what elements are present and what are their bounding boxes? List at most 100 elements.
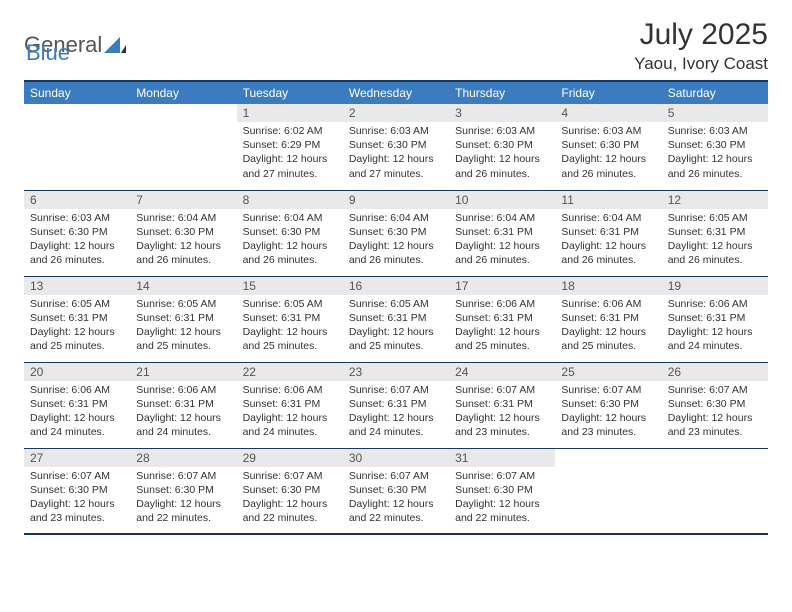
month-title: July 2025 <box>634 18 768 52</box>
calendar-cell: 25Sunrise: 6:07 AMSunset: 6:30 PMDayligh… <box>555 362 661 448</box>
calendar-cell: 23Sunrise: 6:07 AMSunset: 6:31 PMDayligh… <box>343 362 449 448</box>
weekday-header: Sunday <box>24 81 130 104</box>
weekday-header: Saturday <box>662 81 768 104</box>
day-content: Sunrise: 6:05 AMSunset: 6:31 PMDaylight:… <box>237 295 343 360</box>
day-number: 2 <box>343 104 449 122</box>
calendar-cell: . <box>662 448 768 534</box>
day-content: Sunrise: 6:04 AMSunset: 6:31 PMDaylight:… <box>555 209 661 274</box>
calendar-cell: 17Sunrise: 6:06 AMSunset: 6:31 PMDayligh… <box>449 276 555 362</box>
calendar-row: 6Sunrise: 6:03 AMSunset: 6:30 PMDaylight… <box>24 190 768 276</box>
day-number: 12 <box>662 191 768 209</box>
calendar-row: 20Sunrise: 6:06 AMSunset: 6:31 PMDayligh… <box>24 362 768 448</box>
calendar-cell: 1Sunrise: 6:02 AMSunset: 6:29 PMDaylight… <box>237 104 343 190</box>
calendar-cell: 20Sunrise: 6:06 AMSunset: 6:31 PMDayligh… <box>24 362 130 448</box>
day-content: Sunrise: 6:07 AMSunset: 6:30 PMDaylight:… <box>662 381 768 446</box>
calendar-cell: . <box>555 448 661 534</box>
location-label: Yaou, Ivory Coast <box>634 54 768 74</box>
day-content: Sunrise: 6:04 AMSunset: 6:31 PMDaylight:… <box>449 209 555 274</box>
day-number: 13 <box>24 277 130 295</box>
calendar-row: 27Sunrise: 6:07 AMSunset: 6:30 PMDayligh… <box>24 448 768 534</box>
calendar-cell: 27Sunrise: 6:07 AMSunset: 6:30 PMDayligh… <box>24 448 130 534</box>
day-number: 30 <box>343 449 449 467</box>
day-content: Sunrise: 6:07 AMSunset: 6:31 PMDaylight:… <box>343 381 449 446</box>
day-content: Sunrise: 6:06 AMSunset: 6:31 PMDaylight:… <box>662 295 768 360</box>
weekday-header: Wednesday <box>343 81 449 104</box>
day-content: Sunrise: 6:05 AMSunset: 6:31 PMDaylight:… <box>662 209 768 274</box>
calendar-cell: 26Sunrise: 6:07 AMSunset: 6:30 PMDayligh… <box>662 362 768 448</box>
calendar-cell: 10Sunrise: 6:04 AMSunset: 6:31 PMDayligh… <box>449 190 555 276</box>
calendar-row: ..1Sunrise: 6:02 AMSunset: 6:29 PMDaylig… <box>24 104 768 190</box>
calendar-cell: 24Sunrise: 6:07 AMSunset: 6:31 PMDayligh… <box>449 362 555 448</box>
calendar-cell: 22Sunrise: 6:06 AMSunset: 6:31 PMDayligh… <box>237 362 343 448</box>
day-number: 11 <box>555 191 661 209</box>
day-content: Sunrise: 6:07 AMSunset: 6:30 PMDaylight:… <box>555 381 661 446</box>
day-content: Sunrise: 6:03 AMSunset: 6:30 PMDaylight:… <box>555 122 661 187</box>
calendar-cell: 11Sunrise: 6:04 AMSunset: 6:31 PMDayligh… <box>555 190 661 276</box>
calendar-cell: 31Sunrise: 6:07 AMSunset: 6:30 PMDayligh… <box>449 448 555 534</box>
day-content: Sunrise: 6:05 AMSunset: 6:31 PMDaylight:… <box>130 295 236 360</box>
calendar-cell: 4Sunrise: 6:03 AMSunset: 6:30 PMDaylight… <box>555 104 661 190</box>
calendar-cell: 18Sunrise: 6:06 AMSunset: 6:31 PMDayligh… <box>555 276 661 362</box>
day-number: 16 <box>343 277 449 295</box>
day-number: 1 <box>237 104 343 122</box>
day-content: Sunrise: 6:03 AMSunset: 6:30 PMDaylight:… <box>343 122 449 187</box>
day-content: Sunrise: 6:05 AMSunset: 6:31 PMDaylight:… <box>343 295 449 360</box>
day-content: Sunrise: 6:03 AMSunset: 6:30 PMDaylight:… <box>449 122 555 187</box>
day-number: 25 <box>555 363 661 381</box>
day-number: 20 <box>24 363 130 381</box>
weekday-header-row: SundayMondayTuesdayWednesdayThursdayFrid… <box>24 81 768 104</box>
calendar-cell: 7Sunrise: 6:04 AMSunset: 6:30 PMDaylight… <box>130 190 236 276</box>
day-content: Sunrise: 6:04 AMSunset: 6:30 PMDaylight:… <box>130 209 236 274</box>
calendar-cell: 28Sunrise: 6:07 AMSunset: 6:30 PMDayligh… <box>130 448 236 534</box>
day-number: 28 <box>130 449 236 467</box>
day-number: 26 <box>662 363 768 381</box>
day-content: Sunrise: 6:07 AMSunset: 6:30 PMDaylight:… <box>24 467 130 532</box>
calendar-cell: 16Sunrise: 6:05 AMSunset: 6:31 PMDayligh… <box>343 276 449 362</box>
weekday-header: Tuesday <box>237 81 343 104</box>
day-number: 7 <box>130 191 236 209</box>
calendar-table: SundayMondayTuesdayWednesdayThursdayFrid… <box>24 80 768 535</box>
day-number: 14 <box>130 277 236 295</box>
weekday-header: Friday <box>555 81 661 104</box>
calendar-cell: 3Sunrise: 6:03 AMSunset: 6:30 PMDaylight… <box>449 104 555 190</box>
calendar-cell: . <box>130 104 236 190</box>
calendar-row: 13Sunrise: 6:05 AMSunset: 6:31 PMDayligh… <box>24 276 768 362</box>
day-number: 31 <box>449 449 555 467</box>
day-number: 18 <box>555 277 661 295</box>
calendar-cell: 13Sunrise: 6:05 AMSunset: 6:31 PMDayligh… <box>24 276 130 362</box>
calendar-cell: 6Sunrise: 6:03 AMSunset: 6:30 PMDaylight… <box>24 190 130 276</box>
calendar-cell: 15Sunrise: 6:05 AMSunset: 6:31 PMDayligh… <box>237 276 343 362</box>
brand-sail-icon <box>104 35 126 58</box>
day-content: Sunrise: 6:04 AMSunset: 6:30 PMDaylight:… <box>343 209 449 274</box>
calendar-cell: 29Sunrise: 6:07 AMSunset: 6:30 PMDayligh… <box>237 448 343 534</box>
day-content: Sunrise: 6:06 AMSunset: 6:31 PMDaylight:… <box>449 295 555 360</box>
title-block: July 2025 Yaou, Ivory Coast <box>634 18 768 74</box>
calendar-body: ..1Sunrise: 6:02 AMSunset: 6:29 PMDaylig… <box>24 104 768 534</box>
calendar-cell: 14Sunrise: 6:05 AMSunset: 6:31 PMDayligh… <box>130 276 236 362</box>
day-number: 17 <box>449 277 555 295</box>
day-number: 15 <box>237 277 343 295</box>
calendar-cell: 9Sunrise: 6:04 AMSunset: 6:30 PMDaylight… <box>343 190 449 276</box>
calendar-cell: 12Sunrise: 6:05 AMSunset: 6:31 PMDayligh… <box>662 190 768 276</box>
day-content: Sunrise: 6:02 AMSunset: 6:29 PMDaylight:… <box>237 122 343 187</box>
day-number: 3 <box>449 104 555 122</box>
day-number: 29 <box>237 449 343 467</box>
day-number: 21 <box>130 363 236 381</box>
weekday-header: Thursday <box>449 81 555 104</box>
day-number: 9 <box>343 191 449 209</box>
day-number: 23 <box>343 363 449 381</box>
day-number: 8 <box>237 191 343 209</box>
day-number: 5 <box>662 104 768 122</box>
calendar-cell: 8Sunrise: 6:04 AMSunset: 6:30 PMDaylight… <box>237 190 343 276</box>
day-content: Sunrise: 6:07 AMSunset: 6:31 PMDaylight:… <box>449 381 555 446</box>
day-number: 24 <box>449 363 555 381</box>
day-content: Sunrise: 6:07 AMSunset: 6:30 PMDaylight:… <box>237 467 343 532</box>
calendar-cell: 19Sunrise: 6:06 AMSunset: 6:31 PMDayligh… <box>662 276 768 362</box>
day-content: Sunrise: 6:06 AMSunset: 6:31 PMDaylight:… <box>130 381 236 446</box>
day-number: 27 <box>24 449 130 467</box>
day-content: Sunrise: 6:03 AMSunset: 6:30 PMDaylight:… <box>662 122 768 187</box>
day-content: Sunrise: 6:06 AMSunset: 6:31 PMDaylight:… <box>24 381 130 446</box>
day-number: 22 <box>237 363 343 381</box>
day-content: Sunrise: 6:07 AMSunset: 6:30 PMDaylight:… <box>449 467 555 532</box>
day-content: Sunrise: 6:05 AMSunset: 6:31 PMDaylight:… <box>24 295 130 360</box>
